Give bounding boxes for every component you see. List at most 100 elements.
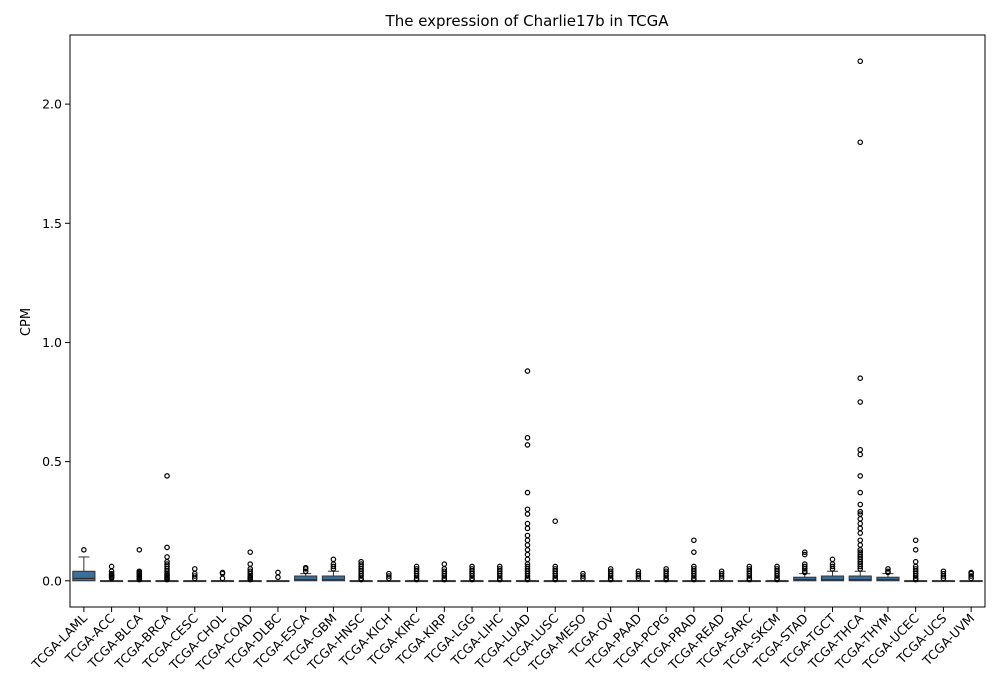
outlier-point <box>524 442 531 448</box>
outlier-point <box>108 570 115 577</box>
outlier-point <box>968 569 974 576</box>
outlier-point <box>136 568 143 575</box>
box-tcga-dlbc <box>266 569 290 583</box>
box-tcga-ucec <box>904 537 928 583</box>
outlier-point <box>801 551 808 558</box>
outlier-point <box>857 537 864 544</box>
outlier-point <box>857 451 864 458</box>
box-tcga-skcm <box>765 563 789 583</box>
plot-area <box>72 58 983 583</box>
chart-title: The expression of Charlie17b in TCGA <box>385 12 670 30</box>
outlier-point <box>219 569 226 576</box>
outlier-point <box>607 568 614 575</box>
outlier-point <box>774 563 780 570</box>
box-body <box>321 575 345 582</box>
outlier-point <box>968 573 974 579</box>
y-axis: 0.0 0.5 1.0 1.5 2.0 <box>42 97 70 588</box>
outlier-point <box>524 511 531 517</box>
outlier-point <box>164 473 170 479</box>
box-body <box>72 570 96 582</box>
outlier-point <box>857 516 864 522</box>
box-body <box>848 575 872 582</box>
y-tick-label: 0.0 <box>42 573 62 588</box>
box-tcga-ucs <box>931 568 955 583</box>
outlier-point <box>746 566 753 572</box>
outlier-point <box>580 570 586 577</box>
box-body <box>294 575 318 582</box>
axes-frame <box>69 34 986 608</box>
box-tcga-acc <box>100 563 124 583</box>
outlier-point <box>718 570 725 577</box>
box-tcga-uvm <box>959 569 983 583</box>
outlier-point <box>857 473 864 479</box>
outlier-point <box>940 570 947 577</box>
outlier-point <box>524 489 531 496</box>
box-tcga-coad <box>238 549 262 583</box>
box-tcga-prad <box>682 537 706 583</box>
outlier-point <box>302 564 309 571</box>
outlier-point <box>607 566 614 572</box>
outlier-point <box>885 566 891 572</box>
box-tcga-kirp <box>432 561 456 583</box>
outlier-point <box>829 556 836 563</box>
outlier-point <box>857 549 864 555</box>
outlier-point <box>524 546 531 553</box>
outlier-point <box>247 561 254 567</box>
outlier-point <box>940 568 947 575</box>
y-tick-label: 0.5 <box>42 454 62 469</box>
outlier-point <box>857 58 864 65</box>
box-tcga-paad <box>626 568 650 583</box>
box-tcga-brca <box>155 473 179 583</box>
outlier-point <box>524 537 531 544</box>
outlier-point <box>358 558 364 565</box>
outlier-point <box>330 556 337 563</box>
outlier-point <box>635 568 642 575</box>
box-tcga-tgct <box>820 556 845 582</box>
outlier-point <box>330 563 337 570</box>
outlier-point <box>413 566 420 572</box>
outlier-point <box>441 561 448 567</box>
outlier-point <box>857 139 864 146</box>
outlier-point <box>469 566 475 572</box>
box-tcga-thym <box>876 566 900 582</box>
outlier-point <box>801 561 808 567</box>
y-tick-label: 1.5 <box>42 216 62 231</box>
box-tcga-luad <box>515 368 540 583</box>
outlier-point <box>857 399 864 405</box>
outlier-point <box>552 563 559 570</box>
box-tcga-lusc <box>543 518 567 583</box>
outlier-point <box>164 554 170 560</box>
outlier-point <box>829 563 836 570</box>
box-tcga-chol <box>210 569 235 583</box>
y-tick-label: 2.0 <box>42 97 62 112</box>
outlier-point <box>524 551 531 558</box>
outlier-point <box>164 544 170 551</box>
outlier-point <box>552 566 559 572</box>
outlier-point <box>663 568 669 575</box>
outlier-point <box>912 558 919 565</box>
box-tcga-kich <box>377 570 401 583</box>
outlier-point <box>413 563 420 570</box>
outlier-point <box>857 520 864 527</box>
outlier-point <box>857 530 864 536</box>
outlier-point <box>524 434 531 441</box>
box-tcga-kirc <box>405 563 429 583</box>
outlier-point <box>441 568 448 575</box>
outlier-point <box>524 368 531 374</box>
outlier-point <box>81 546 87 553</box>
outlier-point <box>663 566 669 572</box>
box-tcga-lihc <box>488 563 512 583</box>
box-tcga-lgg <box>460 563 484 583</box>
box-tcga-thca <box>848 58 872 582</box>
outlier-point <box>774 566 780 572</box>
box-tcga-gbm <box>321 556 345 582</box>
outlier-point <box>524 563 531 570</box>
box-tcga-meso <box>571 570 595 583</box>
box-tcga-laml <box>72 546 96 582</box>
box-tcga-cesc <box>183 566 207 583</box>
outlier-point <box>358 561 364 567</box>
outlier-point <box>247 549 254 555</box>
x-axis: TCGA-LAMLTCGA-ACCTCGA-BLCATCGA-BRCATCGA-… <box>28 607 977 675</box>
outlier-point <box>857 489 864 496</box>
